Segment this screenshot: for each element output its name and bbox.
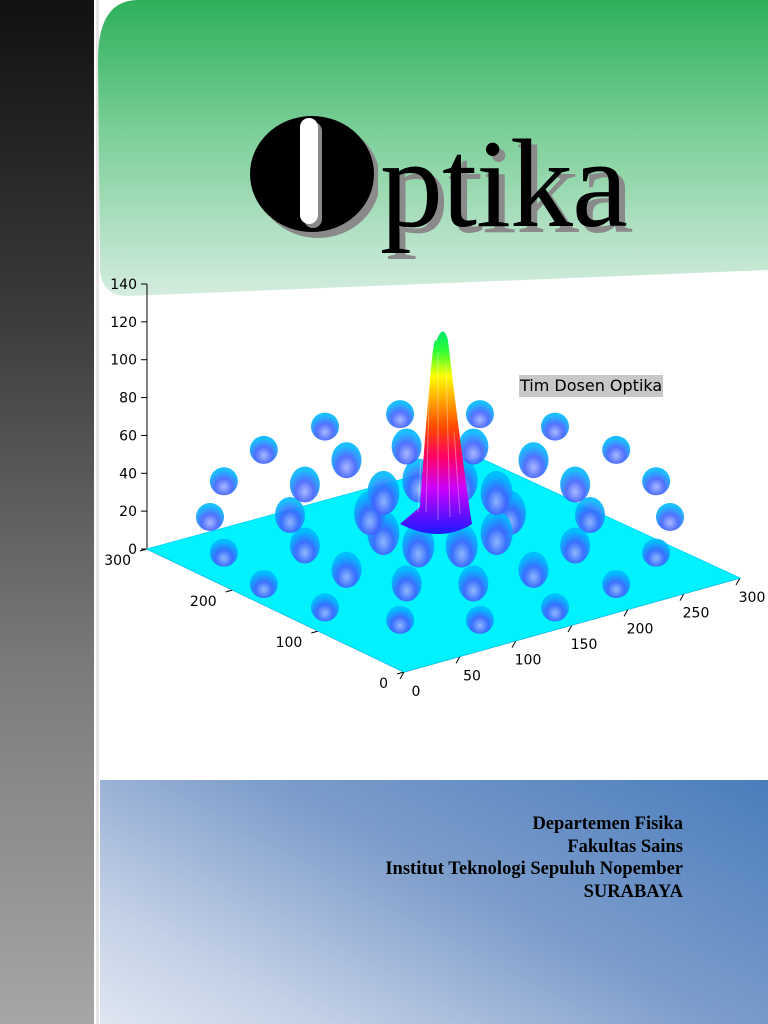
surface-lobes	[196, 400, 684, 634]
y-tick-label: 100	[276, 635, 303, 651]
surface-lobe	[209, 467, 238, 496]
surface-lobe	[575, 497, 605, 533]
y-tick-label: 200	[190, 594, 217, 610]
surface-lobe	[518, 442, 549, 479]
z-tick-label: 140	[110, 277, 137, 293]
surface-lobe	[480, 470, 513, 515]
x-tick-mark	[623, 609, 629, 617]
surface-plot: 0 20 40 60 80 100 120 140 0 50 100 150 200 250 300 0 1…	[104, 277, 766, 700]
x-tick-mark	[567, 624, 573, 633]
surface-lobe	[642, 467, 671, 496]
surface-lobe	[386, 400, 415, 429]
y-tick-mark	[139, 548, 148, 552]
surface-lobe	[656, 503, 684, 531]
surface-lobe	[541, 412, 569, 441]
side-divider	[96, 0, 99, 1024]
surface-lobe	[458, 428, 489, 465]
side-bar	[0, 0, 94, 1024]
y-tick-mark	[225, 589, 233, 593]
x-tick-mark	[455, 656, 461, 664]
surface-lobe	[311, 412, 339, 441]
surface-lobe	[480, 511, 513, 556]
x-tick-label: 300	[739, 590, 766, 606]
surface-lobe	[560, 527, 591, 564]
surface-lobe	[465, 605, 494, 634]
surface-lobe	[249, 570, 278, 599]
author-label: Tim Dosen Optika	[519, 375, 664, 397]
x-tick-label: 0	[412, 684, 421, 700]
y-tick-label: 300	[104, 553, 131, 569]
x-tick-label: 50	[463, 668, 481, 684]
surface-lobe	[642, 538, 671, 567]
x-tick-mark	[511, 640, 517, 648]
z-tick-label: 40	[119, 466, 137, 482]
surface-lobe	[458, 565, 489, 602]
surface-lobe	[367, 470, 400, 515]
x-tick-mark	[679, 593, 685, 601]
surface-lobe	[331, 442, 362, 479]
z-tick-label: 120	[110, 315, 137, 331]
surface-lobe	[391, 565, 422, 602]
surface-lobe	[289, 527, 320, 564]
x-tick-label: 150	[571, 637, 598, 653]
city-line: SURABAYA	[583, 881, 683, 902]
z-axis-ticks: 0 20 40 60 80 100 120 140	[110, 277, 147, 558]
title-initial-glyph	[250, 116, 378, 238]
surface-lobe	[560, 466, 591, 503]
surface-lobe	[541, 593, 569, 622]
surface-lobe	[311, 593, 339, 622]
surface-lobe	[602, 570, 631, 599]
institution-block: Departemen Fisika Fakultas Sains Institu…	[385, 813, 683, 903]
surface-lobe	[249, 435, 278, 464]
green-header-band	[98, 0, 768, 296]
title: ptika	[240, 100, 710, 290]
x-axis-ticks: 0 50 100 150 200 250 300	[399, 577, 766, 700]
y-tick-label: 0	[379, 676, 388, 692]
surface-lobe	[602, 435, 631, 464]
surface-lobe	[196, 503, 224, 531]
surface-lobe	[289, 466, 320, 503]
z-tick-label: 20	[119, 504, 137, 520]
surface-lobe	[445, 523, 478, 568]
y-tick-mark	[396, 671, 405, 675]
institute-line: Institut Teknologi Sepuluh Nopember	[385, 859, 683, 879]
z-tick-label: 100	[110, 353, 137, 369]
z-tick-label: 60	[119, 428, 137, 444]
x-tick-label: 250	[683, 606, 710, 622]
surface-lobe	[209, 538, 238, 567]
surface-lobe	[275, 497, 305, 533]
surface-lobe	[331, 551, 362, 588]
x-tick-label: 100	[515, 653, 542, 669]
z-tick-label: 0	[128, 542, 137, 558]
y-axis-ticks: 0 100 200 300	[104, 548, 405, 692]
x-tick-mark	[399, 671, 405, 680]
blue-footer-band	[100, 780, 768, 1024]
faculty-line: Fakultas Sains	[567, 836, 683, 857]
surface-lobe	[465, 400, 494, 429]
x-tick-label: 200	[627, 621, 654, 637]
surface-lobe	[386, 605, 415, 634]
surface-lobe	[518, 551, 549, 588]
surface-lobe	[391, 428, 422, 465]
x-tick-mark	[735, 577, 741, 586]
y-tick-mark	[311, 630, 319, 634]
title-text: ptika	[380, 115, 628, 254]
surface-lobe	[402, 523, 435, 568]
surface-peak-shading	[417, 352, 461, 520]
surface-peak	[400, 331, 472, 534]
department-line: Departemen Fisika	[532, 814, 683, 834]
z-tick-label: 80	[119, 391, 137, 407]
